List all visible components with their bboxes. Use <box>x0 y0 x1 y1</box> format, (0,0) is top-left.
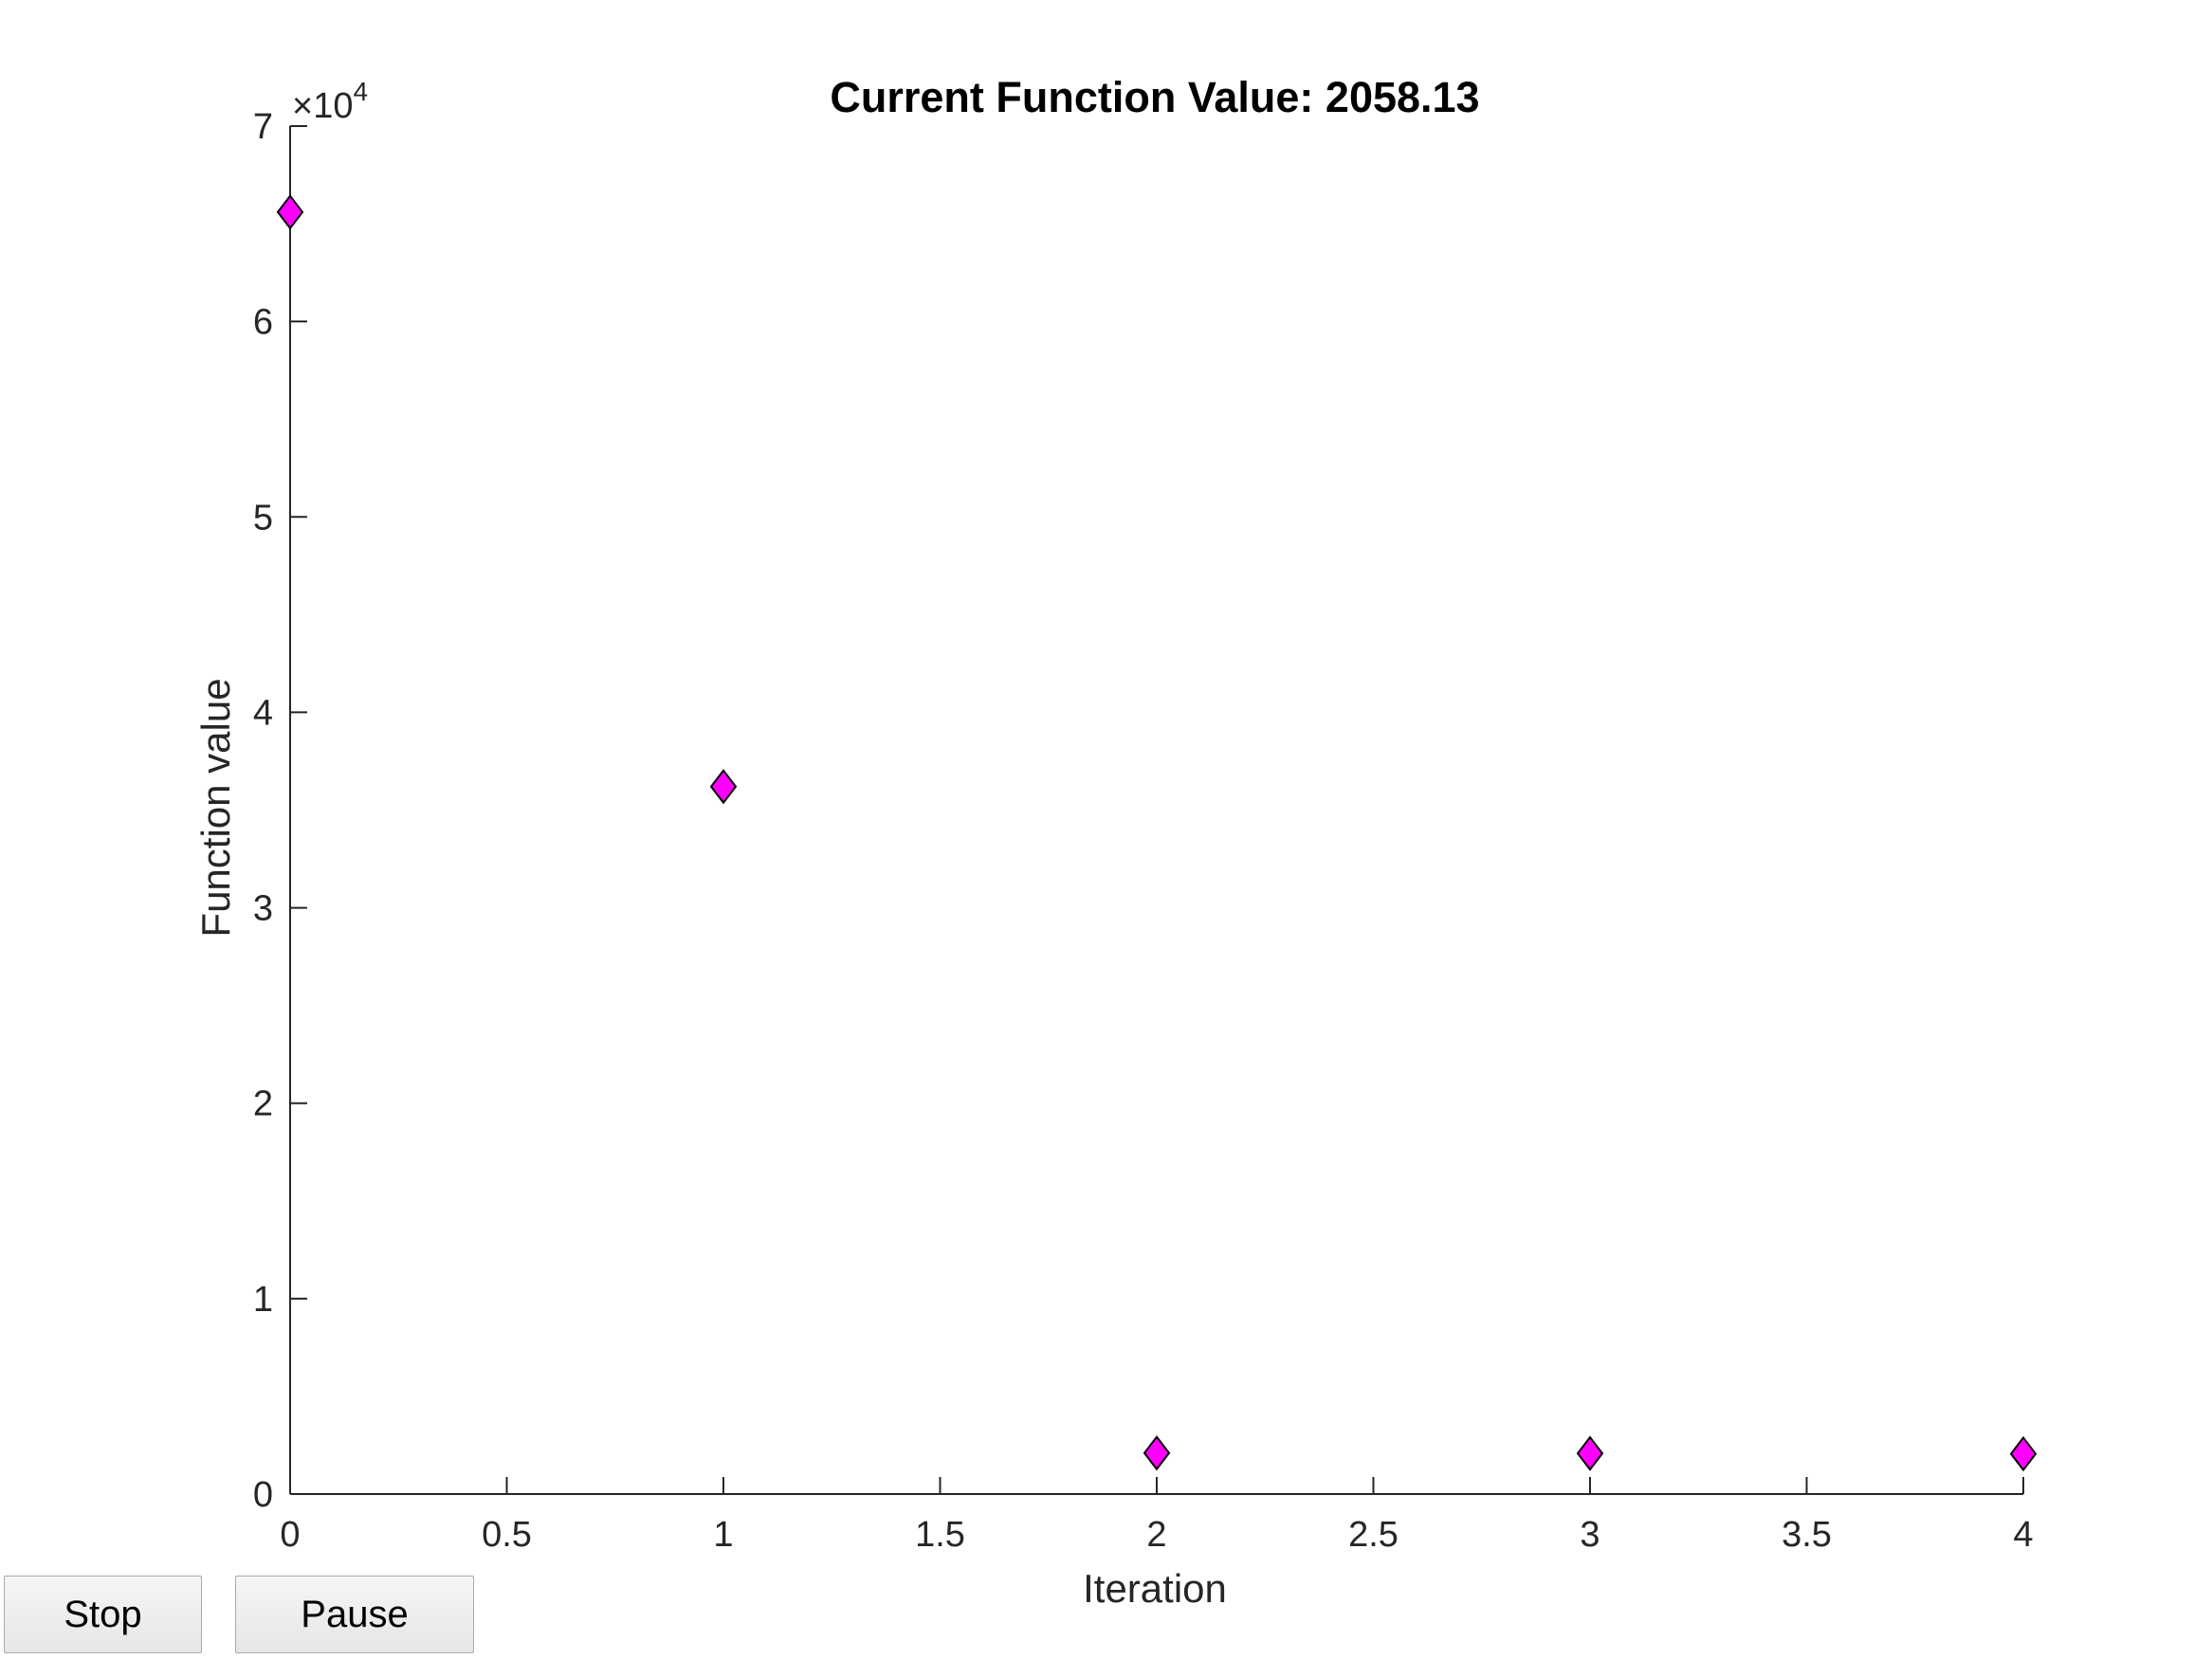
y-tick-label: 0 <box>253 1475 273 1515</box>
data-point <box>2009 1435 2038 1472</box>
x-tick-label: 0.5 <box>482 1515 532 1555</box>
y-exponent-base: ×10 <box>292 86 353 126</box>
data-point <box>1143 1435 1171 1471</box>
y-axis-ticks: 0 1 2 3 4 5 6 7 <box>253 107 307 1515</box>
stop-button[interactable]: Stop <box>4 1576 202 1653</box>
y-axis-label: Function value <box>193 678 238 937</box>
x-tick-label: 4 <box>2013 1515 2033 1555</box>
data-points <box>276 194 2038 1472</box>
y-exponent-power: 4 <box>353 77 368 106</box>
y-tick-label: 5 <box>253 498 273 538</box>
pause-button[interactable]: Pause <box>235 1576 474 1653</box>
x-axis-ticks: 0 0.5 1 1.5 2 2.5 3 3.5 4 <box>280 1477 2034 1555</box>
y-tick-label: 3 <box>253 889 273 929</box>
x-tick-label: 0 <box>280 1515 300 1555</box>
x-tick-label: 2 <box>1146 1515 1166 1555</box>
y-tick-label: 1 <box>253 1280 273 1320</box>
x-tick-label: 1.5 <box>915 1515 965 1555</box>
y-tick-label: 2 <box>253 1085 273 1124</box>
y-tick-label: 6 <box>253 302 273 342</box>
data-point <box>709 769 738 805</box>
x-tick-label: 1 <box>713 1515 733 1555</box>
x-axis-label: Iteration <box>1083 1566 1227 1611</box>
chart-title: Current Function Value: 2058.13 <box>830 73 1479 121</box>
data-point <box>276 194 304 230</box>
y-tick-label: 4 <box>253 693 273 733</box>
x-tick-label: 3.5 <box>1782 1515 1832 1555</box>
y-tick-label: 7 <box>253 107 273 147</box>
data-point <box>1576 1435 1604 1471</box>
x-tick-label: 2.5 <box>1348 1515 1398 1555</box>
axes <box>289 126 2023 1495</box>
y-exponent-label: ×104 <box>292 77 368 126</box>
x-tick-label: 3 <box>1580 1515 1600 1555</box>
